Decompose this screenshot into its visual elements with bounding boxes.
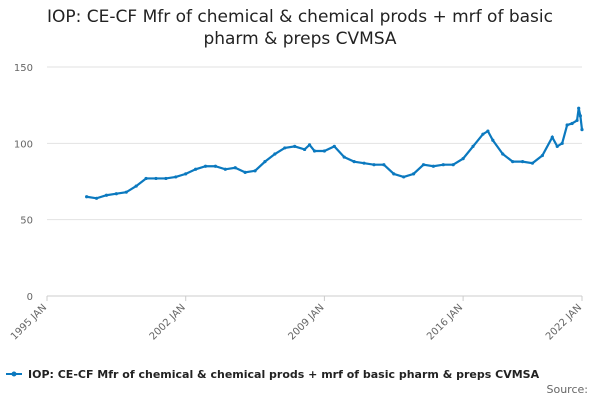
point <box>243 170 247 174</box>
point <box>134 184 138 188</box>
point <box>555 144 559 148</box>
point <box>104 193 109 197</box>
point <box>441 163 445 167</box>
y-tick-label: 50 <box>20 216 33 227</box>
source-label: Source: <box>547 383 589 396</box>
chart-title: IOP: CE-CF Mfr of chemical & chemical pr… <box>47 7 553 49</box>
point <box>253 169 257 173</box>
point <box>283 146 287 150</box>
legend-marker <box>11 371 17 377</box>
point <box>392 172 396 176</box>
point <box>302 147 307 152</box>
point <box>491 138 495 142</box>
point <box>578 114 582 118</box>
point <box>273 152 277 156</box>
point <box>421 163 426 167</box>
point <box>164 176 168 181</box>
point <box>114 192 118 196</box>
y-tick-label: 150 <box>14 63 33 74</box>
legend-label: IOP: CE-CF Mfr of chemical & chemical pr… <box>28 368 540 381</box>
point <box>550 135 554 139</box>
point <box>352 160 356 164</box>
x-tick-label: 2009 JAN <box>286 302 326 342</box>
point <box>501 152 505 156</box>
point <box>540 153 544 158</box>
point <box>144 176 148 181</box>
point <box>194 167 198 171</box>
point <box>560 141 564 145</box>
point <box>332 144 336 148</box>
point <box>213 164 218 168</box>
point <box>577 106 581 110</box>
point <box>481 132 485 136</box>
point <box>184 172 188 176</box>
point <box>94 196 99 200</box>
point <box>154 176 158 181</box>
y-tick-label: 100 <box>14 139 33 150</box>
point <box>85 195 89 199</box>
point <box>203 164 208 168</box>
point <box>486 129 490 133</box>
point <box>570 121 574 126</box>
x-tick-label: 2016 JAN <box>425 302 465 342</box>
point <box>530 161 535 165</box>
point <box>411 172 416 176</box>
point <box>565 123 569 127</box>
point <box>322 149 327 153</box>
y-tick-label: 0 <box>27 292 33 303</box>
point <box>372 163 376 167</box>
point <box>293 144 297 148</box>
point <box>174 175 178 179</box>
point <box>431 164 435 168</box>
point <box>451 163 455 167</box>
point <box>402 175 406 179</box>
point <box>223 167 227 171</box>
point <box>263 160 267 164</box>
point <box>312 149 317 153</box>
point <box>575 118 579 123</box>
point <box>307 143 312 147</box>
series-line <box>86 107 584 200</box>
point <box>461 157 465 161</box>
point <box>520 160 525 164</box>
point <box>471 144 475 148</box>
point <box>511 160 515 164</box>
point <box>124 190 128 194</box>
point <box>580 127 584 132</box>
point <box>362 161 366 165</box>
point <box>382 163 386 167</box>
point <box>342 155 346 159</box>
point <box>233 166 237 170</box>
x-tick-label: 2002 JAN <box>148 302 188 342</box>
x-tick-label: 1995 JAN <box>9 302 49 342</box>
x-tick-label: 2022 JAN <box>544 302 584 342</box>
